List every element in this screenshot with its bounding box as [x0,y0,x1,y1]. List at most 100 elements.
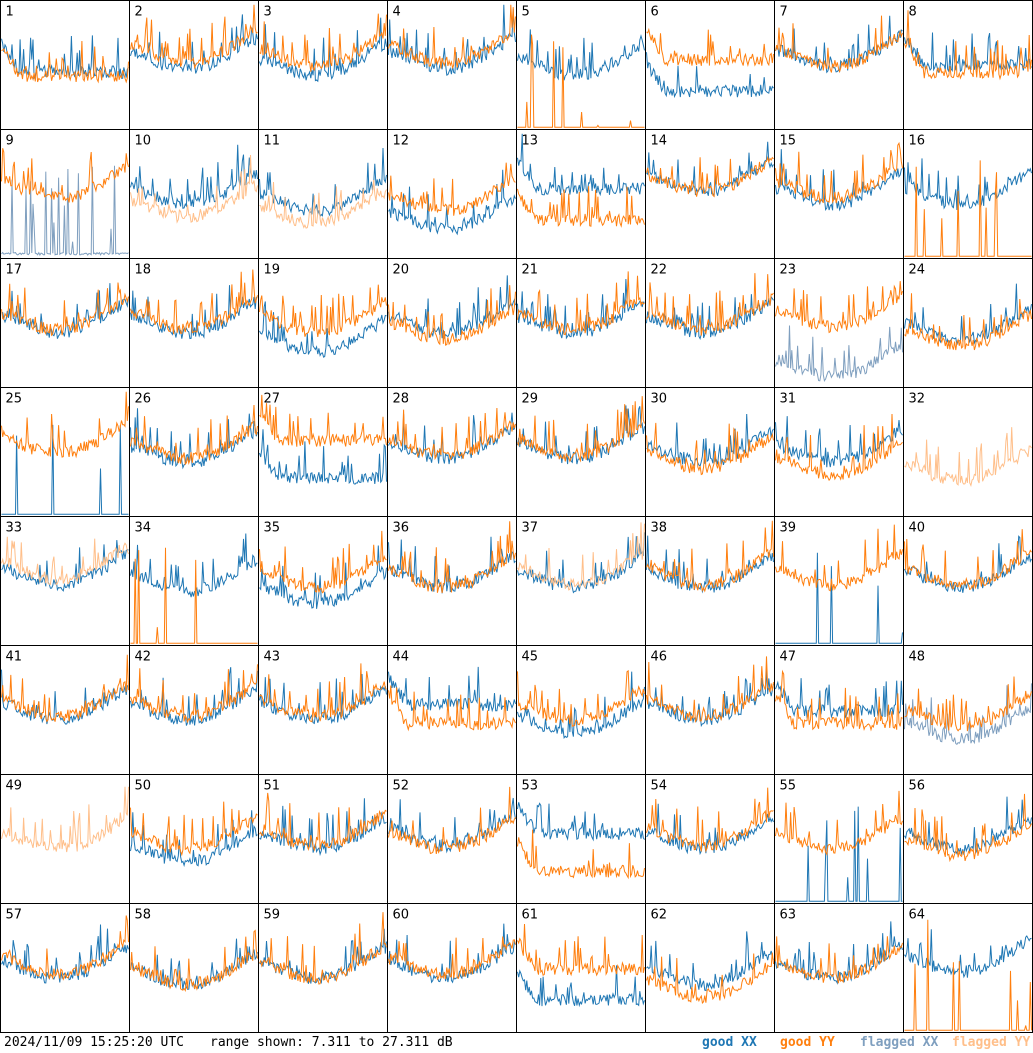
series-xx-35 [259,545,387,609]
panel-label: 50 [135,779,152,794]
panel-label: 54 [651,779,668,794]
panel-label: 37 [522,521,539,536]
series-yy-62 [646,952,774,1004]
series-xx-28 [388,412,516,465]
series-yy-61 [517,923,645,977]
series-yy-35 [259,530,387,594]
panel-label: 44 [393,650,410,665]
series-xx-24 [904,283,1032,347]
panel-46: 46 [645,645,775,775]
series-xx-41 [1,669,129,725]
panel-59: 59 [258,903,388,1033]
panel-label: 60 [393,908,410,923]
panel-52: 52 [387,774,517,904]
panel-21: 21 [516,258,646,388]
panel-label: 13 [522,134,539,149]
panel-frame [774,0,904,130]
panel-label: 64 [909,908,926,923]
series-xx-50 [130,810,258,868]
series-xx-33 [1,540,129,592]
series-yy-33 [1,536,129,586]
panel-18: 18 [129,258,259,388]
panel-38: 38 [645,516,775,646]
series-xx-47 [775,678,903,719]
legend-good-yy: good YY [780,1035,835,1050]
series-xx-62 [646,931,774,992]
series-yy-31 [775,413,903,482]
series-yy-51 [259,792,387,852]
series-yy-54 [646,787,774,853]
panel-label: 8 [909,5,917,20]
panel-label: 56 [909,779,926,794]
panel-frame [0,645,130,775]
series-yy-56 [904,793,1032,863]
panel-frame [516,774,646,904]
panel-33: 33 [0,516,130,646]
panel-label: 52 [393,779,410,794]
panel-label: 24 [909,263,926,278]
series-xx-46 [646,669,774,728]
series-yy-44 [388,685,516,732]
panel-frame [258,258,388,388]
panel-23: 23 [774,258,904,388]
panel-label: 6 [651,5,659,20]
series-xx-19 [259,301,387,358]
panel-label: 19 [264,263,281,278]
panel-label: 30 [651,392,668,407]
series-yy-42 [130,664,258,724]
panel-label: 7 [780,5,788,20]
series-yy-5 [517,34,645,128]
series-yy-8 [904,10,1032,81]
panel-frame [258,516,388,646]
panel-label: 32 [909,392,926,407]
panel-frame [387,387,517,517]
panel-frame [903,774,1033,904]
series-xx-27 [259,429,387,485]
panel-label: 10 [135,134,152,149]
panel-48: 48 [903,645,1033,775]
panel-41: 41 [0,645,130,775]
series-yy-3 [259,13,387,72]
panel-11: 11 [258,129,388,259]
series-yy-41 [1,654,129,723]
series-yy-39 [775,524,903,592]
panel-19: 19 [258,258,388,388]
series-yy-14 [646,156,774,198]
series-yy-18 [130,269,258,335]
panel-16: 16 [903,129,1033,259]
series-yy-29 [517,396,645,463]
series-yy-25 [1,391,129,459]
panel-label: 11 [264,134,281,149]
panel-30: 30 [645,387,775,517]
panel-label: 2 [135,5,143,20]
panel-label: 63 [780,908,797,923]
panel-53: 53 [516,774,646,904]
series-yy-30 [646,422,774,476]
panel-label: 35 [264,521,281,536]
panel-43: 43 [258,645,388,775]
panel-frame [387,516,517,646]
series-yy-63 [775,936,903,984]
panel-label: 20 [393,263,410,278]
panel-label: 31 [780,392,797,407]
panel-frame [0,387,130,517]
panel-label: 42 [135,650,152,665]
panel-31: 31 [774,387,904,517]
series-xx-26 [130,408,258,470]
panel-label: 22 [651,263,668,278]
panel-label: 27 [264,392,281,407]
series-xx-25 [1,424,129,515]
legend-flagged-yy: flagged YY [952,1035,1031,1050]
series-xx-21 [517,278,645,340]
panel-4: 4 [387,0,517,130]
panel-label: 21 [522,263,539,278]
panel-22: 22 [645,258,775,388]
panel-label: 9 [6,134,14,149]
panel-label: 47 [780,650,797,665]
panel-frame [645,903,775,1033]
panel-63: 63 [774,903,904,1033]
panel-label: 41 [6,650,23,665]
series-xx-43 [259,673,387,725]
panel-3: 3 [258,0,388,130]
panel-label: 49 [6,779,23,794]
